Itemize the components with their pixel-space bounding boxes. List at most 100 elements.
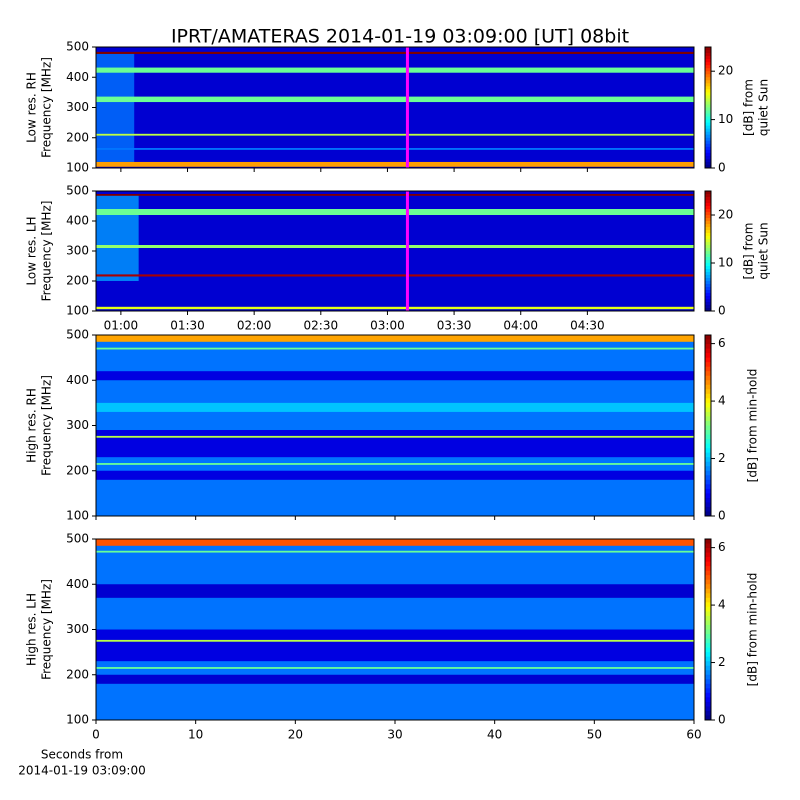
colorbar-step xyxy=(705,461,711,467)
colorbar-tick-label: 0 xyxy=(718,304,726,318)
heatmap-band xyxy=(96,667,694,669)
colorbar-step xyxy=(705,89,711,93)
heatmap-band xyxy=(96,430,694,458)
colorbar-label: [dB] from min-hold xyxy=(746,369,760,483)
colorbar-step xyxy=(705,701,711,707)
colorbar-step xyxy=(705,107,711,112)
x-tick-label: 01:00 xyxy=(104,319,139,333)
colorbar-step xyxy=(705,197,711,201)
colorbar-frame xyxy=(704,538,712,721)
colorbar-step xyxy=(705,674,711,680)
colorbar-step xyxy=(705,543,711,549)
colorbar-frame xyxy=(704,46,712,169)
colorbar-step xyxy=(705,430,711,436)
colorbar-step xyxy=(705,233,711,237)
y-tick-label: 500 xyxy=(66,40,89,54)
colorbar-step xyxy=(705,393,711,399)
colorbar-tick-label: 20 xyxy=(718,208,733,222)
colorbar-step xyxy=(705,575,711,581)
colorbar-step xyxy=(705,484,711,490)
y-axis-label: Low res. LH xyxy=(25,216,39,285)
x-tick-label: 03:30 xyxy=(437,319,472,333)
heatmap-band xyxy=(96,584,694,598)
colorbar-step xyxy=(705,670,711,676)
colorbar-step xyxy=(705,47,711,51)
colorbar-step xyxy=(705,140,711,145)
heatmap-band xyxy=(96,435,694,438)
heatmap-band xyxy=(96,674,694,684)
colorbar-step xyxy=(705,209,711,213)
colorbar-step xyxy=(705,452,711,458)
colorbar-step xyxy=(705,119,711,124)
colorbar-step xyxy=(705,218,711,222)
y-tick-label: 500 xyxy=(66,328,89,342)
colorbar-step xyxy=(705,284,711,288)
colorbar-step xyxy=(705,493,711,499)
x-tick-label: 03:00 xyxy=(370,319,405,333)
heatmap-band xyxy=(96,371,694,381)
colorbar-step xyxy=(705,56,711,60)
x-tick-label: 02:00 xyxy=(237,319,272,333)
colorbar-step xyxy=(705,164,711,169)
heatmap-band xyxy=(96,335,694,342)
colorbar-step xyxy=(705,416,711,422)
colorbar-tick-label: 6 xyxy=(718,336,726,350)
colorbar-step xyxy=(705,155,711,160)
colorbar-step xyxy=(705,224,711,228)
x-tick-label: 40 xyxy=(487,728,502,742)
colorbar-step xyxy=(705,611,711,617)
x-axis-label: Seconds from xyxy=(41,748,123,762)
colorbar-step xyxy=(705,113,711,118)
colorbar-step xyxy=(705,77,711,81)
colorbar-tick-label: 4 xyxy=(718,598,726,612)
y-tick-label: 200 xyxy=(66,463,89,477)
colorbar-step xyxy=(705,125,711,130)
colorbar-step xyxy=(705,470,711,476)
colorbar-step xyxy=(705,434,711,440)
colorbar-step xyxy=(705,149,711,154)
heatmap-band xyxy=(96,402,694,412)
colorbar-step xyxy=(705,466,711,472)
colorbar-tick-label: 0 xyxy=(718,161,726,175)
colorbar-label: [dB] from xyxy=(742,223,756,280)
colorbar-tick-label: 10 xyxy=(718,112,733,126)
y-axis-label: Frequency [MHz] xyxy=(40,579,54,680)
y-tick-label: 200 xyxy=(66,667,89,681)
colorbar-label: [dB] from xyxy=(742,79,756,136)
colorbar-step xyxy=(705,683,711,689)
y-axis-label: Frequency [MHz] xyxy=(40,375,54,476)
x-tick-label: 04:00 xyxy=(503,319,538,333)
colorbar-step xyxy=(705,380,711,386)
colorbar-step xyxy=(705,506,711,512)
colorbar-step xyxy=(705,697,711,703)
colorbar-step xyxy=(705,158,711,163)
colorbar-step xyxy=(705,584,711,590)
heatmap-band xyxy=(96,463,694,465)
heatmap-band xyxy=(96,96,694,103)
heatmap-background xyxy=(96,47,694,168)
colorbar-step xyxy=(705,629,711,635)
colorbar-step xyxy=(705,357,711,363)
colorbar-step xyxy=(705,497,711,503)
colorbar-step xyxy=(705,348,711,354)
heatmap-region xyxy=(96,194,139,281)
colorbar-step xyxy=(705,293,711,297)
colorbar-step xyxy=(705,305,711,309)
colorbar-step xyxy=(705,502,711,508)
colorbar-step xyxy=(705,557,711,563)
y-tick-label: 200 xyxy=(66,274,89,288)
y-tick-label: 100 xyxy=(66,304,89,318)
colorbar-step xyxy=(705,278,711,282)
colorbar-step xyxy=(705,275,711,279)
x-tick-label: 01:30 xyxy=(170,319,205,333)
colorbar-step xyxy=(705,251,711,255)
colorbar-step xyxy=(705,710,711,716)
colorbar-step xyxy=(705,353,711,359)
colorbar-label: [dB] from min-hold xyxy=(746,573,760,687)
colorbar-step xyxy=(705,80,711,84)
colorbar-label: quiet Sun xyxy=(757,79,771,136)
colorbar-step xyxy=(705,511,711,517)
y-tick-label: 100 xyxy=(66,161,89,175)
y-tick-label: 100 xyxy=(66,509,89,523)
